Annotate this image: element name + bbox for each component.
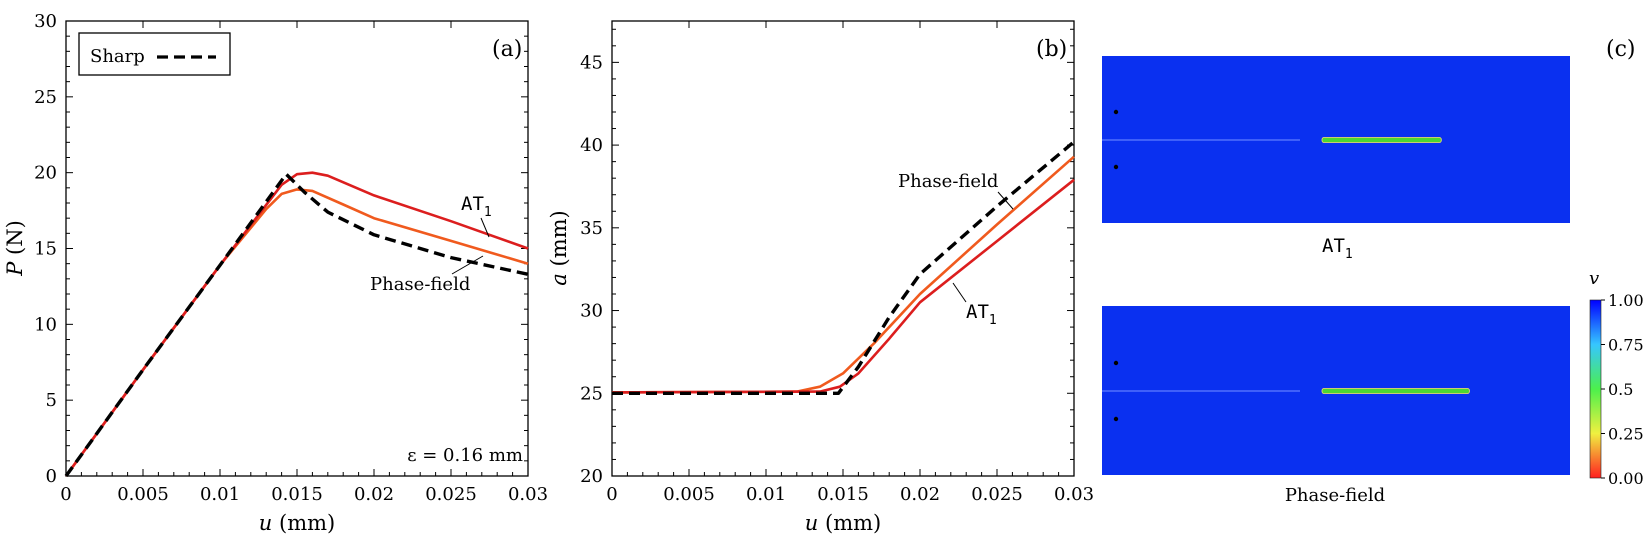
colorbar-tick-label: 0.5 — [1608, 380, 1633, 399]
panel-b-y-tick-label: 40 — [580, 135, 603, 156]
panel-b-y-axis-label: a (mm) — [547, 210, 571, 285]
field-caption-at1: AT1 — [1322, 235, 1353, 262]
field-image-phase-field — [1102, 306, 1570, 475]
panel-a-x-axis-label: u (mm) — [259, 511, 335, 535]
load-hole-bottom — [1113, 416, 1119, 422]
panel-a-y-tick-label: 20 — [34, 163, 57, 184]
panel-b-x-tick-label: 0.03 — [1054, 484, 1094, 505]
panel-a-series-phase-field — [64, 188, 529, 477]
colorbar-ticks: 1.00 0.75 0.5 0.25 0.00 — [1601, 291, 1644, 488]
panel-a-label-phase-field: Phase-field — [370, 274, 470, 295]
panel-b-series-phase-field — [611, 155, 1075, 394]
panel-b-y-tick-label: 35 — [580, 218, 603, 239]
panel-b-x-tick-label: 0.01 — [746, 484, 786, 505]
damage-band — [1321, 137, 1442, 143]
panel-b-ticks: 0 0.005 0.01 0.015 0.02 0.025 0.03 20 25 30 35 40 45 — [580, 21, 1094, 505]
load-hole-bottom — [1113, 164, 1119, 170]
panel-a-load-displacement: 0 0.005 0.01 0.015 0.02 0.025 0.03 0 5 10 15 20 25 30… — [3, 11, 548, 535]
panel-b-series-sharp — [612, 140, 1076, 395]
damage-band — [1321, 388, 1470, 394]
panel-a-x-tick-label: 0.03 — [508, 484, 548, 505]
panel-b-y-tick-label: 20 — [580, 466, 603, 487]
panel-c-label: (c) — [1606, 37, 1636, 62]
panel-b-leader-phase-field — [997, 191, 1014, 210]
panel-a-leader-phase-field — [451, 255, 484, 275]
panel-b-crack-length: 0 0.005 0.01 0.015 0.02 0.025 0.03 20 25 30 35 40 45… — [547, 20, 1094, 535]
panel-a-leader-at1 — [480, 217, 490, 238]
panel-a-x-tick-label: 0.02 — [354, 484, 394, 505]
field-image-at1 — [1102, 56, 1570, 223]
colorbar — [1589, 299, 1602, 479]
panel-b-label: (b) — [1036, 37, 1067, 62]
panel-b-y-tick-label: 30 — [580, 301, 603, 322]
panel-b-x-tick-label: 0.025 — [971, 484, 1023, 505]
panel-a-y-tick-label: 30 — [34, 11, 57, 32]
field-caption-phase-field: Phase-field — [1285, 485, 1385, 506]
panel-b-curves — [611, 140, 1076, 395]
panel-a-label-at1: AT1 — [461, 193, 492, 220]
panel-a-x-tick-label: 0.005 — [117, 484, 169, 505]
panel-b-leader-at1 — [952, 282, 967, 303]
load-hole-top — [1113, 109, 1119, 115]
panel-a-ticks: 0 0.005 0.01 0.015 0.02 0.025 0.03 0 5 10 15 20 25 30 — [34, 11, 548, 505]
panel-a-plot-frame — [65, 20, 529, 477]
panel-b-series-at1 — [611, 178, 1075, 394]
panel-b-x-tick-label: 0 — [606, 484, 617, 505]
panel-a-series-sharp — [64, 172, 529, 477]
panel-a-legend: Sharp — [78, 32, 231, 76]
panel-a-curves — [64, 171, 529, 477]
panel-b-x-tick-label: 0.02 — [900, 484, 940, 505]
colorbar-tick-label: 0.75 — [1608, 336, 1644, 355]
panel-b-label-phase-field: Phase-field — [898, 171, 998, 192]
legend-label-sharp: Sharp — [90, 46, 145, 67]
panel-b-y-tick-label: 45 — [580, 52, 603, 73]
panel-a-y-tick-label: 5 — [46, 390, 57, 411]
panel-a-y-tick-label: 15 — [34, 239, 57, 260]
panel-b-x-tick-label: 0.015 — [817, 484, 869, 505]
panel-b-label-at1: AT1 — [966, 301, 997, 328]
panel-a-y-tick-label: 25 — [34, 87, 57, 108]
colorbar-tick-label: 0.00 — [1608, 469, 1644, 488]
panel-c-damage-fields: (c) AT1 Phase-field — [1102, 37, 1644, 506]
panel-b-x-axis-label: u (mm) — [805, 511, 881, 535]
colorbar-tick-label: 0.25 — [1608, 425, 1644, 444]
load-hole-top — [1113, 360, 1119, 366]
panel-b-plot-frame — [611, 20, 1075, 477]
colorbar-title: v — [1589, 268, 1599, 289]
panel-b-x-tick-label: 0.005 — [663, 484, 715, 505]
legend-box — [78, 32, 231, 76]
panel-a-x-tick-label: 0.015 — [271, 484, 323, 505]
panel-a-x-tick-label: 0.025 — [425, 484, 477, 505]
colorbar-tick-label: 1.00 — [1608, 291, 1644, 310]
panel-a-x-tick-label: 0.01 — [200, 484, 240, 505]
panel-b-y-tick-label: 25 — [580, 383, 603, 404]
panel-a-y-axis-label: P (N) — [3, 220, 27, 277]
panel-a-y-tick-label: 0 — [46, 466, 57, 487]
panel-a-y-tick-label: 10 — [34, 314, 57, 335]
panel-a-x-tick-label: 0 — [60, 484, 71, 505]
panel-a-epsilon-annotation: ε = 0.16 mm — [407, 445, 523, 466]
panel-a-label: (a) — [492, 37, 522, 62]
panel-a-series-at1 — [64, 171, 529, 477]
